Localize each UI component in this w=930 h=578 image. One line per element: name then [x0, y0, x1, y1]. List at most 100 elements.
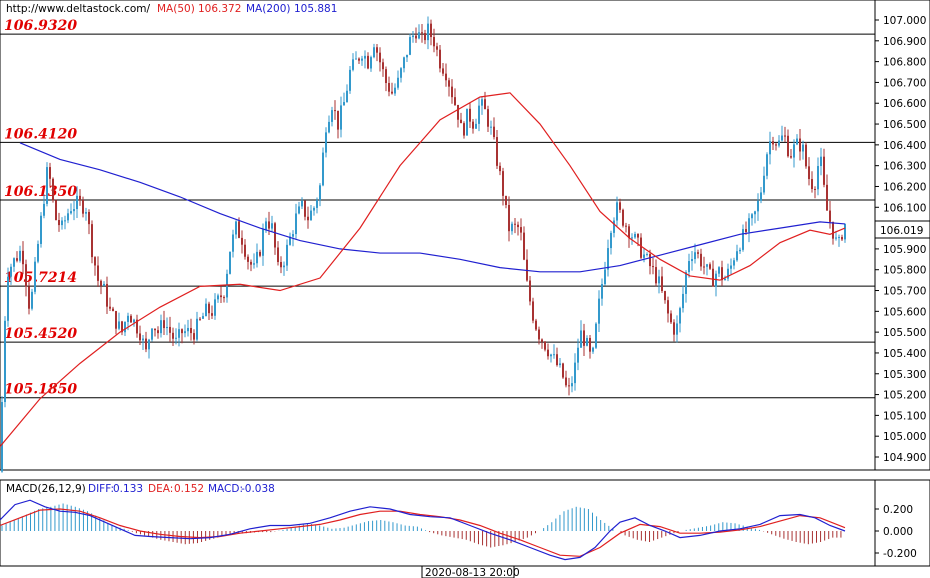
candle-body — [214, 299, 216, 316]
candle-body — [598, 298, 600, 324]
macd-axis-ticks: 0.200 0.000 -0.200 — [875, 504, 917, 560]
price-tick-label: 106.600 — [883, 98, 926, 110]
candle-body — [88, 212, 90, 225]
candle-body — [142, 338, 144, 341]
candle-body — [31, 291, 33, 309]
candle-body — [37, 243, 39, 262]
candle-body — [478, 105, 480, 124]
macd-hist-label: MACD: — [208, 483, 243, 495]
candle-body — [172, 332, 174, 339]
candle-body — [661, 276, 663, 292]
candle-body — [571, 383, 573, 387]
candle-body — [574, 362, 576, 384]
candle-body — [619, 202, 621, 210]
ma200-value: 105.881 — [294, 3, 337, 15]
candle-body — [154, 328, 156, 331]
candle-body — [4, 320, 6, 403]
candle-body — [109, 306, 111, 309]
candle-body — [568, 385, 570, 387]
candle-body — [331, 110, 333, 122]
candle-body — [742, 229, 744, 250]
candle-body — [46, 167, 48, 204]
candle-body — [28, 286, 30, 309]
candle-body — [631, 237, 633, 239]
candle-body — [547, 349, 549, 357]
candle-body — [241, 237, 243, 245]
candle-body — [280, 262, 282, 268]
candle-body — [433, 37, 435, 47]
candle-body — [679, 308, 681, 324]
candle-body — [790, 156, 792, 158]
candle-body — [64, 220, 66, 222]
candle-body — [220, 295, 222, 298]
candle-body — [127, 315, 129, 322]
candle-body — [718, 267, 720, 274]
candle-body — [328, 121, 330, 133]
price-tick-label: 106.900 — [883, 36, 926, 48]
candle-body — [457, 104, 459, 120]
macd-tick-label: -0.200 — [883, 548, 917, 560]
candle-body — [43, 203, 45, 216]
candle-body — [97, 265, 99, 281]
candle-body — [454, 97, 456, 105]
candle-body — [244, 244, 246, 257]
candle-body — [319, 185, 321, 201]
candle-body — [226, 273, 228, 298]
candle-body — [421, 32, 423, 34]
candle-body — [67, 213, 69, 221]
candle-body — [193, 333, 195, 340]
candle-body — [769, 141, 771, 155]
candle-body — [361, 58, 363, 61]
candle-body — [358, 58, 360, 61]
candle-body — [148, 339, 150, 350]
candle-body — [163, 320, 165, 329]
candle-body — [94, 257, 96, 266]
candle-body — [340, 105, 342, 130]
candle-body — [796, 138, 798, 145]
candle-body — [424, 33, 426, 41]
candle-body — [304, 200, 306, 217]
candle-body — [466, 108, 468, 136]
candle-body — [286, 244, 288, 266]
candle-body — [748, 218, 750, 232]
candle-body — [733, 260, 735, 266]
candle-body — [100, 280, 102, 286]
level-label: 106.9320 — [4, 18, 77, 34]
macd-name: MACD(26,12,9) — [6, 483, 86, 495]
price-tick-label: 105.800 — [883, 265, 926, 277]
current-price-marker-box — [874, 220, 930, 239]
candle-body — [688, 261, 690, 273]
candle-body — [529, 280, 531, 302]
candle-body — [607, 248, 609, 270]
candle-body — [199, 318, 201, 320]
candle-body — [475, 123, 477, 129]
candlestick-series — [1, 16, 846, 473]
candle-body — [370, 57, 372, 69]
candle-body — [484, 99, 486, 110]
candle-body — [232, 234, 234, 252]
candle-body — [778, 140, 780, 146]
candle-body — [403, 57, 405, 69]
macd-histogram — [1, 503, 842, 548]
candle-body — [118, 321, 120, 329]
candle-body — [760, 192, 762, 201]
macd-diff-line — [0, 499, 846, 561]
candle-body — [589, 337, 591, 352]
candle-body — [643, 254, 645, 258]
candle-body — [202, 316, 204, 319]
candle-body — [541, 339, 543, 342]
candle-body — [682, 293, 684, 309]
candle-body — [805, 144, 807, 167]
candle-body — [310, 210, 312, 221]
candle-body — [121, 321, 123, 333]
candle-body — [445, 73, 447, 81]
candle-body — [808, 166, 810, 180]
candle-body — [487, 109, 489, 127]
candle-body — [523, 232, 525, 260]
level-label: 106.4120 — [4, 126, 77, 142]
candle-body — [496, 137, 498, 166]
price-tick-label: 105.900 — [883, 244, 926, 256]
price-tick-label: 104.900 — [883, 452, 926, 464]
candle-body — [448, 80, 450, 87]
